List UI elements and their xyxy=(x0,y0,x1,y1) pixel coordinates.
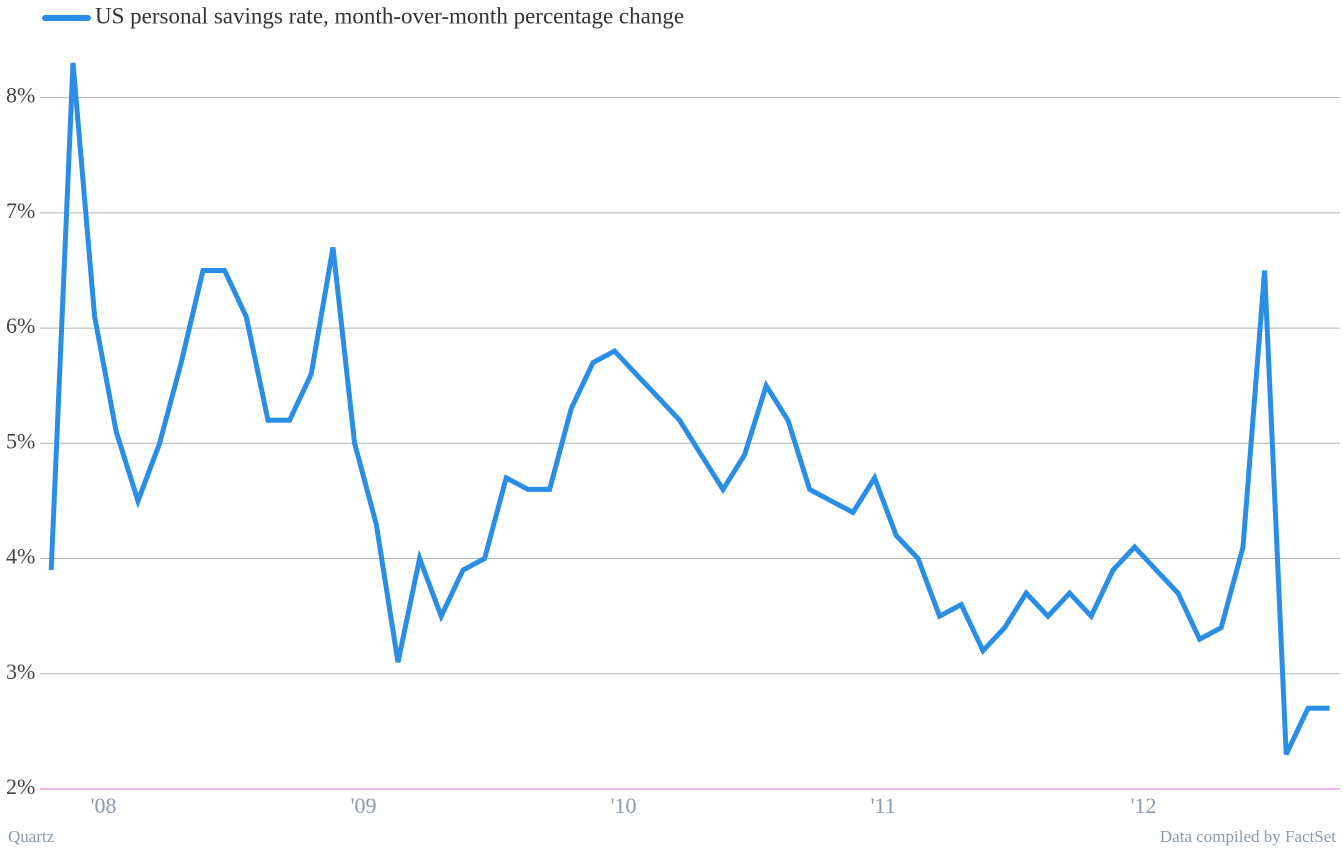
data-line xyxy=(48,62,1330,756)
y-tick-label: 3% xyxy=(6,659,35,684)
y-tick-label: 4% xyxy=(6,544,35,569)
x-tick-label: '09 xyxy=(351,793,377,818)
y-tick-label: 7% xyxy=(6,198,35,223)
y-tick-label: 5% xyxy=(6,428,35,453)
x-tick-label: '11 xyxy=(871,793,896,818)
x-tick-label: '08 xyxy=(91,793,117,818)
y-tick-label: 8% xyxy=(6,83,35,108)
source: Data compiled by FactSet xyxy=(1160,827,1336,846)
y-tick-label: 2% xyxy=(6,774,35,799)
credit: Quartz xyxy=(8,827,55,846)
legend-label: US personal savings rate, month-over-mon… xyxy=(95,3,684,28)
x-tick-label: '10 xyxy=(611,793,637,818)
x-tick-label: '12 xyxy=(1131,793,1157,818)
y-tick-label: 6% xyxy=(6,313,35,338)
